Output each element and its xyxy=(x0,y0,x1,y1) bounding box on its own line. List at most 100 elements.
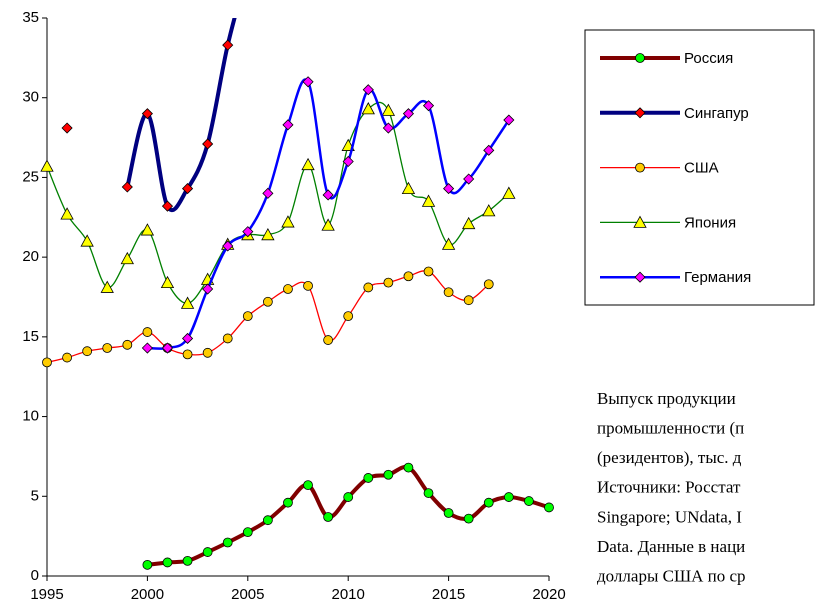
data-point xyxy=(362,84,374,96)
annotation: промышленности (п xyxy=(597,419,744,438)
x-tick-label: 2010 xyxy=(332,586,365,603)
data-point xyxy=(262,187,274,199)
data-point xyxy=(60,207,74,220)
series-line xyxy=(147,78,510,350)
data-point xyxy=(40,159,54,172)
data-point xyxy=(403,271,414,282)
data-point xyxy=(343,492,354,502)
data-point xyxy=(222,240,234,252)
y-tick-label: 20 xyxy=(22,248,39,265)
data-point xyxy=(182,349,193,360)
data-point xyxy=(483,279,494,290)
data-point xyxy=(502,186,516,199)
data-point xyxy=(121,181,133,193)
data-point xyxy=(382,122,394,134)
data-point xyxy=(261,227,275,241)
data-point xyxy=(283,497,293,508)
data-point xyxy=(422,100,435,112)
legend-marker xyxy=(635,53,645,63)
data-point xyxy=(202,547,213,557)
data-point xyxy=(61,122,73,134)
data-point xyxy=(383,469,394,480)
data-point xyxy=(182,555,193,566)
data-point xyxy=(483,497,494,508)
data-point xyxy=(381,103,396,116)
y-tick-label: 10 xyxy=(22,408,39,425)
series xyxy=(61,18,237,213)
data-point xyxy=(503,114,515,126)
data-point xyxy=(242,527,253,538)
series xyxy=(142,462,554,570)
data-point xyxy=(402,108,415,120)
legend-label: Япония xyxy=(684,214,736,231)
data-point xyxy=(262,515,273,526)
data-point xyxy=(423,266,434,277)
data-point xyxy=(181,183,194,195)
data-point xyxy=(361,102,375,115)
data-point xyxy=(202,347,213,358)
data-point xyxy=(222,537,233,548)
data-point xyxy=(161,200,174,212)
data-point xyxy=(262,296,273,307)
data-point xyxy=(161,342,174,354)
data-point xyxy=(242,311,253,322)
data-point xyxy=(343,311,354,322)
legend-marker xyxy=(635,162,645,173)
data-point xyxy=(80,234,94,247)
data-point xyxy=(62,352,72,363)
y-tick-label: 25 xyxy=(22,168,39,185)
data-point xyxy=(42,357,52,368)
data-point xyxy=(322,189,334,201)
data-point xyxy=(482,204,496,217)
data-point xyxy=(162,557,173,568)
x-tick-label: 2000 xyxy=(131,586,164,603)
data-point xyxy=(281,215,295,228)
annotation: Data. Данные в наци xyxy=(597,537,745,556)
data-point xyxy=(403,462,414,473)
data-point xyxy=(323,512,334,522)
data-point xyxy=(443,508,454,518)
data-point xyxy=(181,332,194,345)
x-tick-label: 2020 xyxy=(532,586,565,603)
data-point xyxy=(342,155,354,168)
legend-marker xyxy=(633,215,647,228)
data-point xyxy=(524,496,534,506)
data-point xyxy=(443,183,455,195)
data-point xyxy=(443,287,454,298)
annotation: Источники: Росстат xyxy=(597,478,741,497)
data-point xyxy=(100,280,114,293)
x-tick-label: 2005 xyxy=(231,586,264,603)
data-point xyxy=(122,339,133,350)
x-tick-label: 2015 xyxy=(432,586,465,603)
data-point xyxy=(483,144,495,156)
data-point xyxy=(303,280,313,291)
legend-label: США xyxy=(684,160,719,177)
data-point xyxy=(363,282,374,293)
annotation: Выпуск продукции xyxy=(597,389,736,408)
data-point xyxy=(301,157,315,171)
data-point xyxy=(141,342,153,354)
data-point xyxy=(323,335,334,345)
y-tick-label: 15 xyxy=(22,328,39,345)
data-point xyxy=(202,138,214,150)
series-line xyxy=(46,101,510,305)
data-point xyxy=(202,283,214,295)
y-tick-label: 30 xyxy=(22,89,39,106)
data-point xyxy=(142,559,153,570)
data-point xyxy=(82,346,93,357)
y-tick-label: 0 xyxy=(31,567,39,584)
data-point xyxy=(120,251,134,265)
series xyxy=(42,266,494,368)
x-tick-label: 1995 xyxy=(30,586,63,603)
legend-label: Германия xyxy=(684,269,751,286)
data-point xyxy=(321,218,335,231)
data-point xyxy=(242,226,254,238)
legend-label: Россия xyxy=(684,50,733,67)
legend-marker xyxy=(634,271,646,283)
data-point xyxy=(142,327,153,337)
data-point xyxy=(544,502,554,513)
data-point xyxy=(303,480,313,491)
data-point xyxy=(160,275,175,289)
data-point xyxy=(180,296,195,309)
